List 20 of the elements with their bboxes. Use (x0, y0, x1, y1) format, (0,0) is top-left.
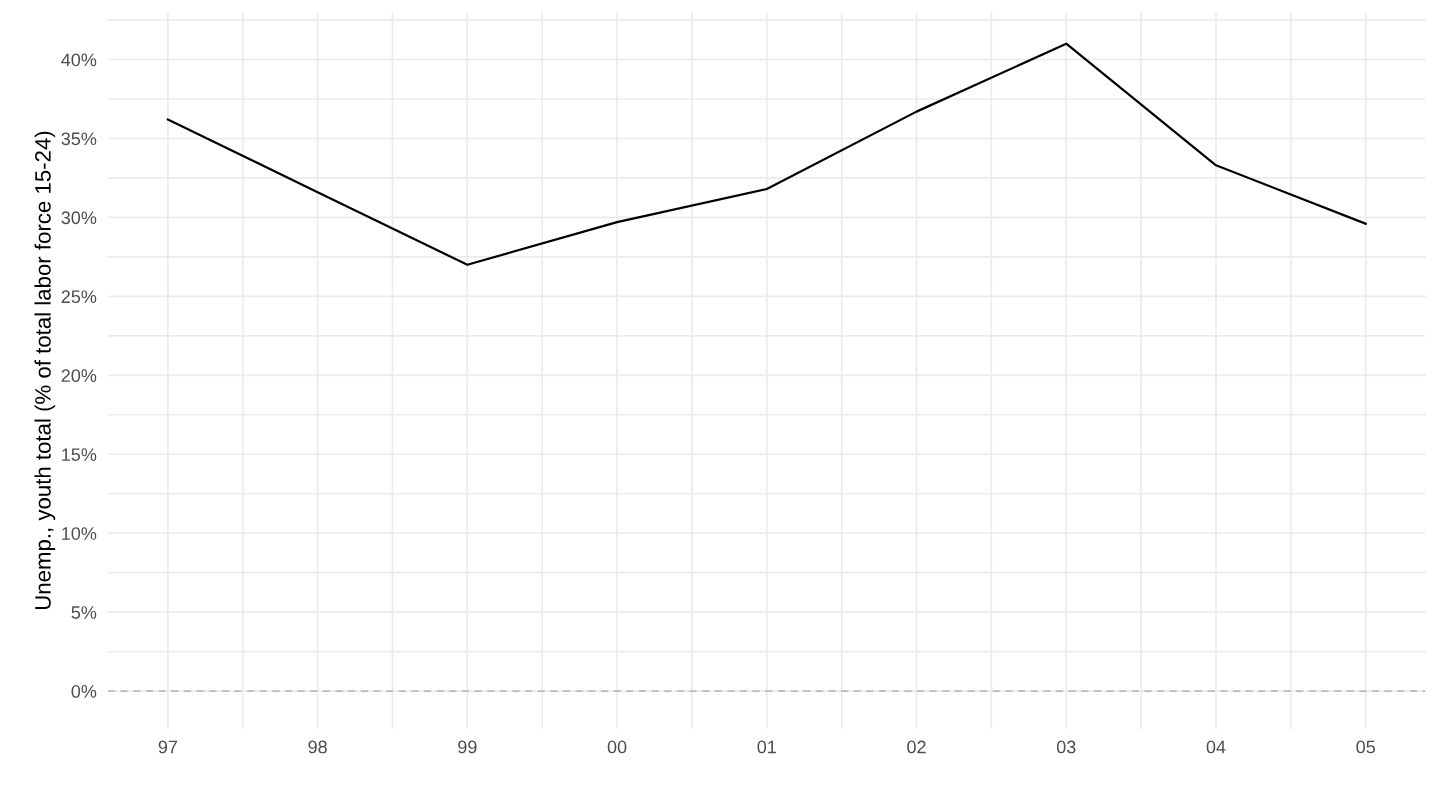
x-tick-label: 99 (458, 740, 477, 754)
x-tick-label: 97 (158, 740, 178, 754)
x-tick-label: 01 (757, 740, 776, 754)
x-tick-label: 98 (308, 740, 327, 754)
y-tick-label: 10% (62, 527, 97, 540)
x-tick-label: 03 (1056, 740, 1076, 754)
y-tick-label: 25% (61, 290, 97, 304)
y-tick-label: 35% (61, 132, 97, 146)
y-axis-title: Unemp., youth total (% of total labor force 15-24) (34, 131, 56, 610)
y-tick-label: 0% (71, 685, 97, 698)
line-series (166, 42, 1367, 266)
x-tick-label: 04 (1206, 740, 1226, 754)
x-tick-label: 02 (907, 740, 926, 754)
x-tick-label: 00 (607, 740, 627, 754)
y-tick-label: 15% (62, 448, 97, 461)
x-tick-label: 05 (1356, 740, 1375, 754)
y-tick-label: 5% (71, 606, 97, 619)
y-tick-label: 20% (61, 369, 97, 383)
y-tick-label: 40% (61, 53, 97, 67)
y-tick-label: 30% (61, 211, 97, 225)
